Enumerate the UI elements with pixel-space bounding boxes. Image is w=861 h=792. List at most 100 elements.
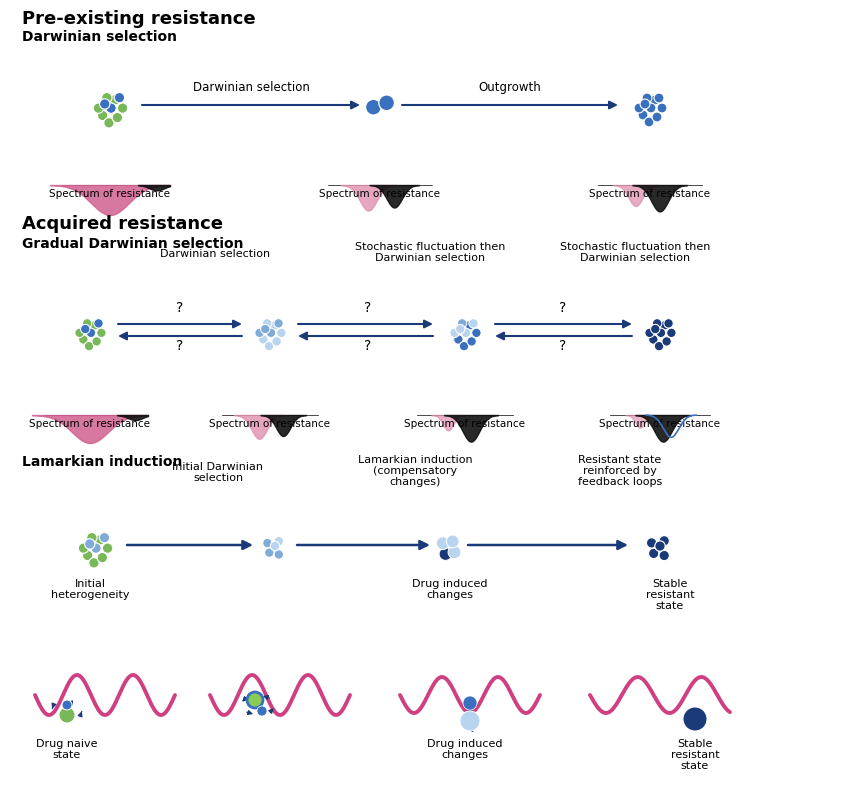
Circle shape — [258, 335, 268, 345]
Circle shape — [59, 707, 75, 723]
Text: Darwinian selection: Darwinian selection — [579, 253, 690, 263]
Circle shape — [92, 337, 102, 346]
Circle shape — [656, 103, 666, 113]
Circle shape — [264, 548, 274, 558]
Text: Darwinian selection: Darwinian selection — [22, 30, 177, 44]
Circle shape — [90, 543, 101, 554]
Text: Drug induced: Drug induced — [427, 739, 502, 749]
Circle shape — [467, 337, 476, 346]
Circle shape — [269, 321, 279, 330]
Circle shape — [97, 552, 108, 563]
Circle shape — [661, 337, 671, 346]
Circle shape — [453, 335, 462, 345]
Circle shape — [62, 700, 72, 710]
Circle shape — [436, 537, 449, 550]
Circle shape — [263, 539, 272, 548]
Circle shape — [659, 535, 669, 546]
Text: Acquired resistance: Acquired resistance — [22, 215, 223, 233]
Text: Resistant state: Resistant state — [578, 455, 661, 465]
Text: Drug induced: Drug induced — [412, 579, 487, 589]
Text: Lamarkian induction: Lamarkian induction — [357, 455, 472, 465]
Text: Gradual Darwinian selection: Gradual Darwinian selection — [22, 237, 243, 251]
Circle shape — [75, 328, 84, 337]
Circle shape — [102, 93, 112, 103]
Circle shape — [455, 325, 464, 333]
Text: Darwinian selection: Darwinian selection — [192, 81, 309, 94]
Circle shape — [102, 543, 113, 554]
Text: ?: ? — [177, 339, 183, 353]
Circle shape — [274, 318, 283, 328]
Circle shape — [276, 328, 286, 337]
Circle shape — [87, 532, 97, 543]
Circle shape — [257, 706, 267, 716]
Text: Stable: Stable — [652, 579, 687, 589]
Circle shape — [274, 536, 283, 546]
Text: Spectrum of resistance: Spectrum of resistance — [598, 419, 720, 429]
Circle shape — [634, 103, 643, 113]
Circle shape — [247, 692, 263, 708]
Circle shape — [471, 328, 480, 337]
Text: ?: ? — [558, 339, 566, 353]
Circle shape — [86, 328, 96, 337]
Text: Initial Darwinian: Initial Darwinian — [172, 462, 263, 472]
Circle shape — [653, 341, 663, 351]
Circle shape — [460, 711, 480, 731]
Circle shape — [93, 103, 103, 113]
Circle shape — [682, 707, 706, 731]
Circle shape — [653, 93, 663, 103]
Circle shape — [449, 328, 459, 337]
Circle shape — [90, 321, 99, 330]
Circle shape — [84, 341, 94, 351]
Text: state: state — [655, 601, 684, 611]
Circle shape — [659, 550, 669, 561]
Circle shape — [80, 325, 90, 333]
Circle shape — [106, 103, 116, 113]
Circle shape — [262, 318, 271, 328]
Text: heterogeneity: heterogeneity — [51, 590, 129, 600]
Text: Lamarkian induction: Lamarkian induction — [22, 455, 183, 469]
Circle shape — [83, 318, 92, 328]
Circle shape — [112, 112, 122, 123]
Circle shape — [640, 99, 649, 109]
Circle shape — [271, 337, 281, 346]
Text: Spectrum of resistance: Spectrum of resistance — [49, 189, 170, 199]
Circle shape — [78, 335, 88, 345]
Text: changes: changes — [426, 590, 473, 600]
Circle shape — [103, 118, 114, 128]
Text: ?: ? — [363, 301, 371, 315]
Text: Darwinian selection: Darwinian selection — [160, 249, 269, 259]
Circle shape — [465, 321, 474, 330]
Text: Pre-existing resistance: Pre-existing resistance — [22, 10, 256, 28]
Circle shape — [255, 328, 264, 337]
Circle shape — [462, 696, 476, 710]
Circle shape — [446, 535, 459, 548]
Circle shape — [641, 93, 651, 103]
Circle shape — [378, 95, 394, 111]
Circle shape — [84, 539, 95, 549]
Circle shape — [264, 341, 274, 351]
Circle shape — [260, 325, 269, 333]
Circle shape — [274, 550, 283, 559]
Text: changes): changes) — [389, 477, 440, 487]
Circle shape — [448, 546, 461, 558]
Circle shape — [666, 328, 675, 337]
Circle shape — [654, 541, 665, 551]
Circle shape — [115, 93, 125, 103]
Circle shape — [645, 103, 655, 113]
Circle shape — [117, 103, 127, 113]
Circle shape — [655, 328, 665, 337]
Circle shape — [637, 110, 647, 120]
Text: Initial: Initial — [74, 579, 105, 589]
Circle shape — [365, 99, 381, 115]
Circle shape — [457, 318, 467, 328]
Circle shape — [83, 550, 93, 561]
Circle shape — [461, 328, 470, 337]
Circle shape — [95, 535, 105, 545]
Circle shape — [648, 335, 657, 345]
Text: (compensatory: (compensatory — [373, 466, 456, 476]
Circle shape — [643, 117, 653, 127]
Text: Spectrum of resistance: Spectrum of resistance — [404, 419, 525, 429]
Text: Outgrowth: Outgrowth — [478, 81, 541, 94]
Circle shape — [78, 543, 89, 554]
Text: state: state — [53, 750, 81, 760]
